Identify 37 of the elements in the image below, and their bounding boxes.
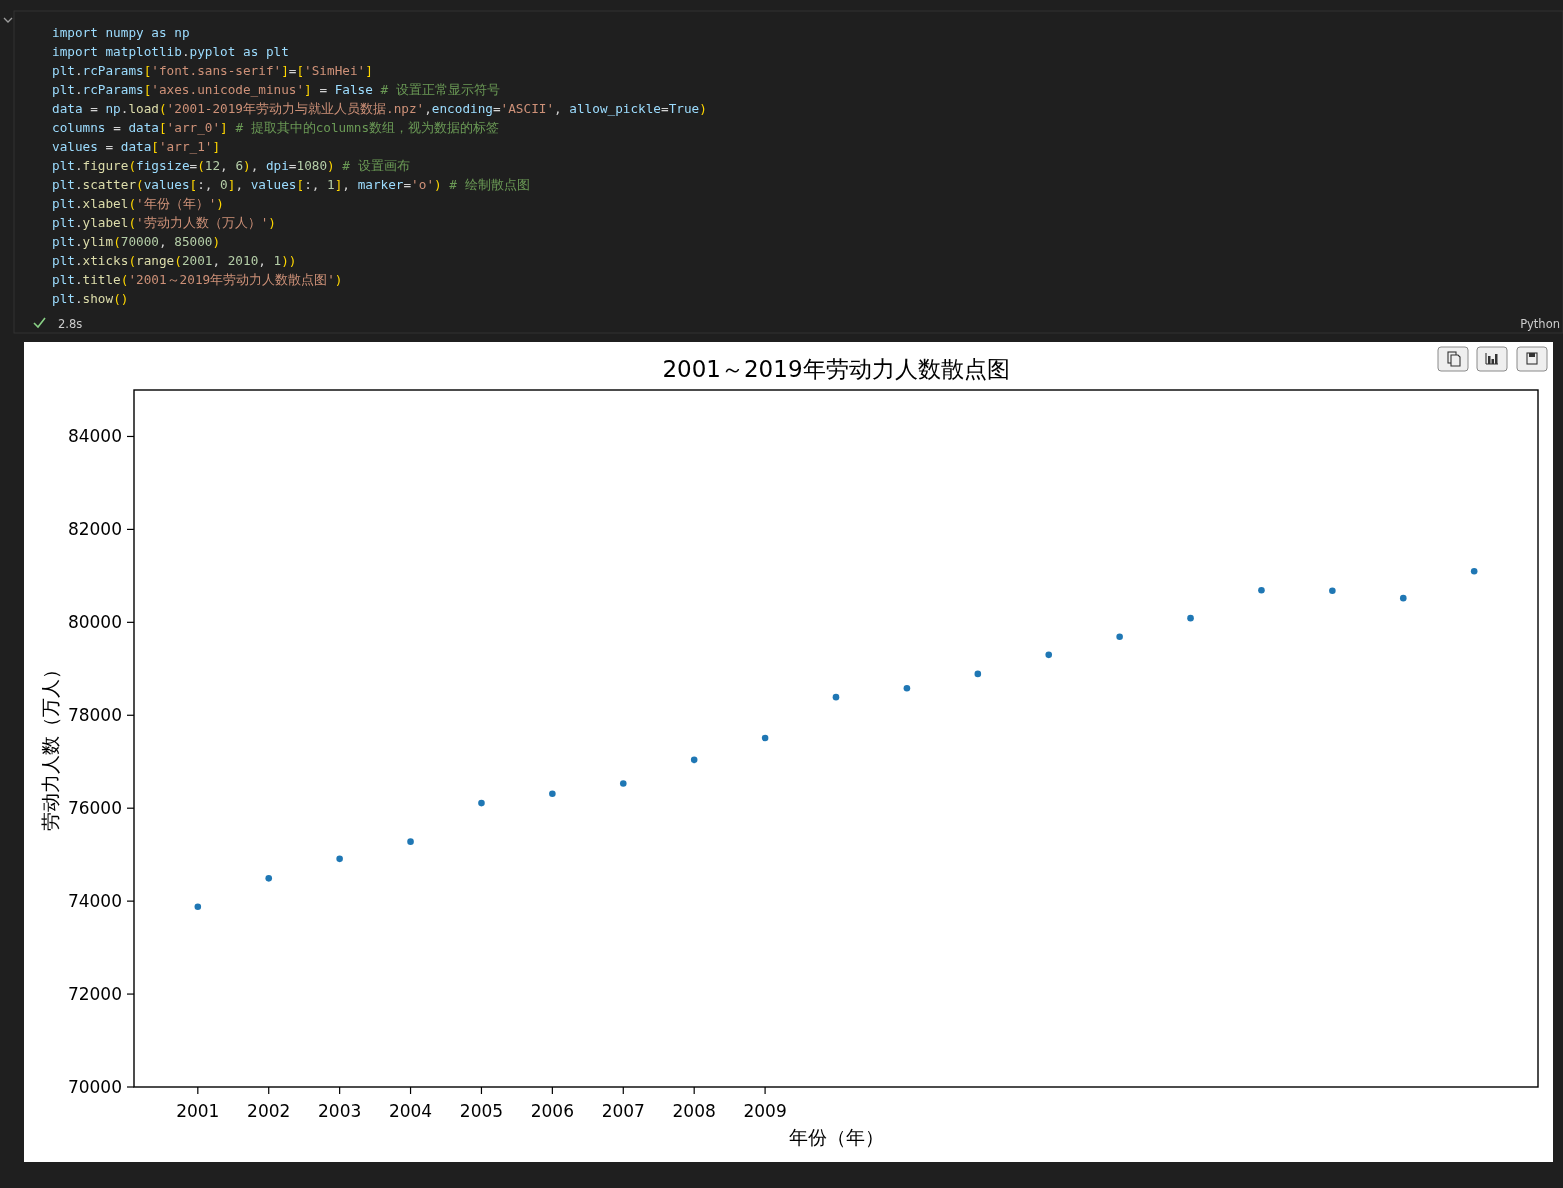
y-tick-label: 76000 [67,798,122,819]
x-tick-label: 2004 [388,1101,433,1121]
x-tick-label: 2009 [743,1101,787,1121]
code-line: plt.ylim(70000, 85000) [52,234,221,249]
y-tick-label: 84000 [67,426,122,447]
x-tick-label: 2003 [318,1101,362,1121]
y-tick-label: 80000 [67,612,122,633]
x-tick-label: 2006 [530,1101,574,1121]
code-line: plt.rcParams['axes.unicode_minus'] = False # 设置正常显示符号 [52,82,500,97]
code-line: plt.ylabel('劳动力人数（万人）') [52,215,276,230]
y-tick-label: 74000 [67,891,122,912]
xlabel: 年份（年） [788,1126,884,1148]
text: 2.8s [58,317,83,331]
text: Python [1520,317,1560,331]
x-tick-label: 2005 [459,1101,504,1121]
x-tick-label: 2002 [247,1101,291,1121]
code-line: plt.figure(figsize=(12, 6), dpi=1080) # 设置画布 [52,158,410,173]
code-line: plt.xlabel('年份（年）') [52,196,224,211]
y-tick-label: 78000 [67,705,122,726]
x-tick-label: 2008 [672,1101,716,1121]
x-tick-label: 2001 [176,1101,220,1121]
code-line: plt.xticks(range(2001, 2010, 1)) [52,253,297,268]
ylabel: 劳动力人数（万人） [39,660,61,831]
y-tick-label: 72000 [67,984,122,1005]
code-line: plt.rcParams['font.sans-serif']=['SimHei'] [52,63,373,78]
code-line: data = np.load('2001-2019年劳动力与就业人员数据.npz',encoding='ASCII', allow_pickle=True) [52,101,707,116]
code-line: columns = data['arr_0'] # 提取其中的columns数组，视为数据的标签 [52,120,500,135]
code-line: import matplotlib.pyplot as plt [52,44,289,59]
y-tick-label: 70000 [67,1077,122,1097]
code-line: plt.scatter(values[:, 0], values[:, 1], marker='o') # 绘制散点图 [52,177,530,192]
code-line: plt.show() [52,291,129,306]
code-line: plt.title('2001～2019年劳动力人数散点图') [52,272,343,287]
code-line: values = data['arr_1'] [52,139,221,154]
y-tick-label: 82000 [67,519,122,540]
code-line: import numpy as np [52,25,190,40]
title: 2001～2019年劳动力人数散点图 [662,356,1010,382]
x-tick-label: 2007 [601,1101,645,1121]
